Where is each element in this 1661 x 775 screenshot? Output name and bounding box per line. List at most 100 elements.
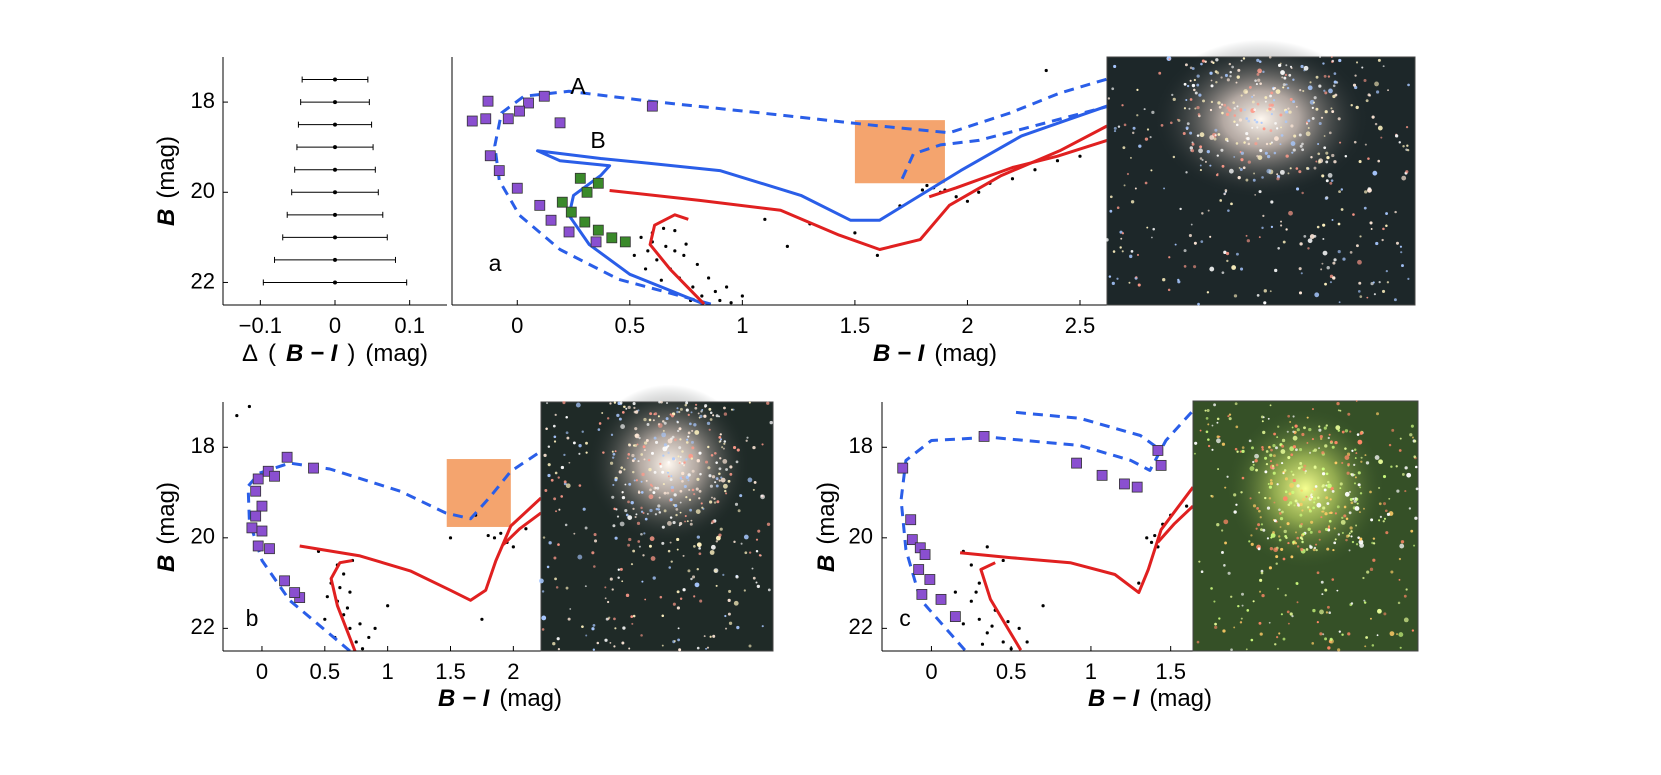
star (1223, 192, 1226, 196)
star (642, 554, 645, 557)
star (1323, 74, 1327, 78)
star (1150, 236, 1153, 239)
star (1303, 234, 1307, 238)
square-marker (523, 97, 534, 109)
star (730, 408, 734, 411)
star (1327, 480, 1330, 484)
star (1359, 537, 1363, 541)
star (1272, 444, 1276, 448)
star (1224, 190, 1227, 193)
star-point (480, 617, 484, 621)
star (769, 420, 773, 425)
star (1294, 499, 1298, 503)
star (1252, 463, 1255, 466)
star (1374, 81, 1379, 87)
square-marker (606, 232, 618, 244)
star (679, 511, 682, 514)
star (677, 455, 680, 458)
star (1206, 291, 1210, 294)
star (1282, 83, 1286, 87)
star (1280, 461, 1284, 465)
star (1281, 76, 1284, 79)
star (652, 491, 656, 494)
star (1410, 529, 1414, 533)
star (1351, 449, 1354, 452)
square-marker (563, 226, 575, 238)
star (565, 431, 569, 435)
star (1355, 400, 1358, 402)
star (1387, 89, 1389, 92)
plot-area (262, 76, 408, 286)
star (1386, 512, 1391, 517)
star (1152, 227, 1155, 231)
star (715, 461, 718, 464)
star (687, 413, 690, 416)
star (699, 414, 703, 418)
star (1221, 551, 1224, 554)
star-point (492, 536, 497, 540)
star (1290, 141, 1296, 146)
star (635, 513, 638, 516)
star (1281, 438, 1286, 443)
star (1348, 532, 1351, 535)
star (1327, 526, 1331, 529)
star (722, 573, 725, 576)
panel-label: a (489, 250, 502, 276)
star (1282, 557, 1286, 561)
star (736, 625, 740, 630)
star-point (358, 622, 362, 626)
star (1325, 424, 1328, 427)
star (1399, 646, 1402, 649)
star (560, 495, 564, 498)
error-center (333, 212, 337, 217)
star (735, 460, 739, 464)
star (1339, 482, 1343, 486)
star (1261, 420, 1264, 423)
square-marker (574, 172, 586, 184)
star (1405, 170, 1409, 174)
star-point (682, 253, 686, 257)
y-tick-label: 18 (191, 433, 215, 458)
star (1219, 199, 1223, 202)
star (1313, 166, 1317, 170)
star (1233, 120, 1236, 123)
star (653, 470, 657, 474)
star (1353, 473, 1356, 476)
star (577, 554, 583, 560)
star (630, 500, 634, 505)
star (1332, 261, 1336, 265)
star (678, 410, 681, 414)
star (1211, 495, 1214, 498)
star (1146, 226, 1149, 229)
star (669, 541, 672, 544)
star-point (360, 647, 365, 651)
star (1233, 107, 1236, 110)
dashed-curve (900, 105, 1107, 180)
star (1216, 435, 1220, 439)
star (1366, 296, 1369, 299)
star (1183, 107, 1187, 110)
star (1191, 67, 1195, 70)
star (746, 436, 749, 439)
star (1326, 605, 1330, 609)
star (1289, 97, 1293, 101)
star (675, 507, 679, 511)
star (725, 492, 728, 495)
star (642, 445, 646, 449)
star (710, 544, 716, 550)
star (1280, 449, 1286, 454)
star (761, 443, 764, 446)
axis-label-part: B − I (438, 685, 491, 712)
star (1122, 146, 1126, 150)
star (619, 567, 623, 571)
star (1201, 59, 1205, 63)
star (1350, 501, 1354, 505)
star (1322, 510, 1325, 513)
star (1291, 614, 1294, 618)
star (1331, 489, 1335, 493)
star (1299, 513, 1303, 517)
star (687, 569, 691, 573)
star (685, 458, 688, 461)
star (1279, 169, 1285, 175)
star-point (700, 294, 704, 298)
